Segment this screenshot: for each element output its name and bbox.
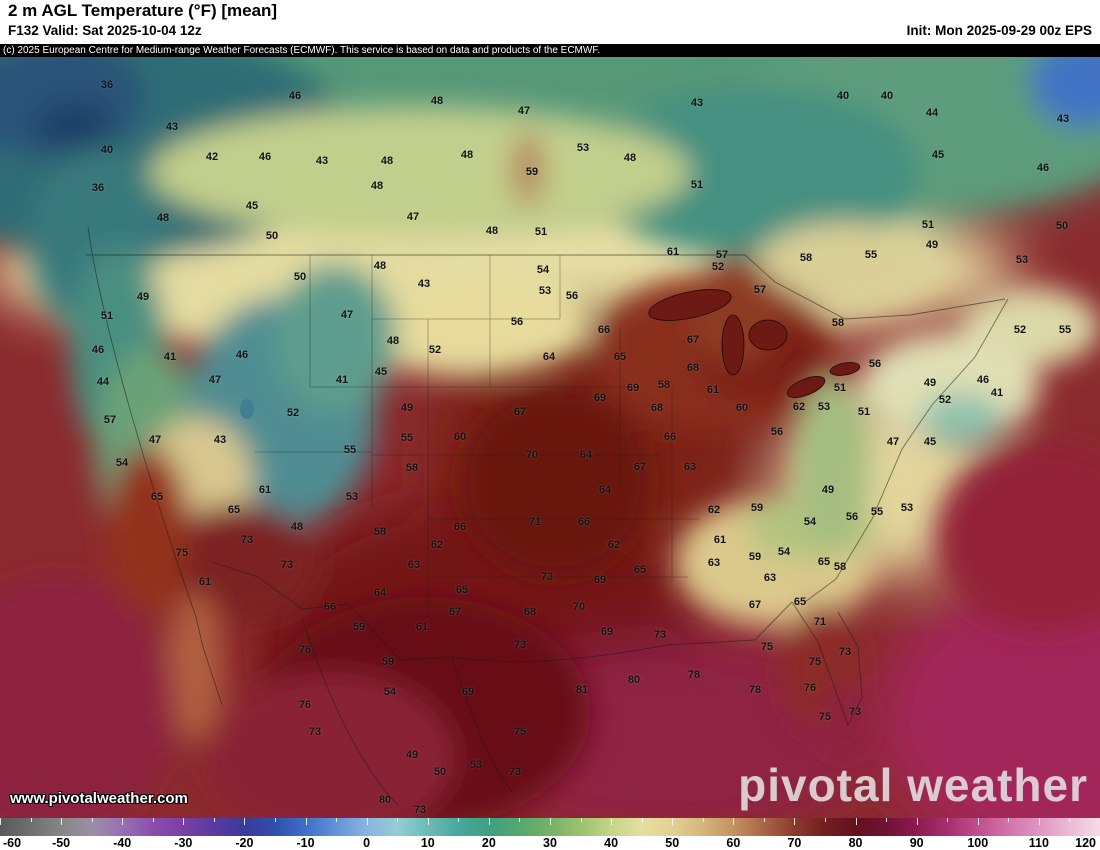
- colorbar-tick: [336, 818, 338, 822]
- colorbar-tick: [1008, 818, 1010, 822]
- colorbar-tick-label: 90: [909, 836, 924, 850]
- colorbar-tick: [886, 818, 888, 822]
- colorbar-tick: [947, 818, 949, 822]
- colorbar-tick: [91, 818, 93, 822]
- borders: [86, 226, 1009, 806]
- colorbar-tick: [305, 818, 307, 825]
- colorbar-tick: [550, 818, 551, 825]
- colorbar-tick: [366, 818, 368, 825]
- colorbar-tick: [672, 818, 674, 825]
- colorbar-tick: [61, 818, 63, 825]
- temperature-field-svg: [0, 57, 1100, 818]
- colorbar-tick-label: -60: [3, 836, 22, 850]
- init-time-label: Init: Mon 2025-09-29 00z EPS: [906, 23, 1092, 38]
- pivotal-weather-logo: pivotal weather: [738, 759, 1088, 811]
- colorbar-tick: [30, 818, 32, 822]
- map-header: 2 m AGL Temperature (°F) [mean] F132 Val…: [0, 0, 1100, 44]
- colorbar-tick-label: -50: [52, 836, 71, 850]
- colorbar-tick-label: 110: [1028, 836, 1049, 850]
- colorbar-tick: [427, 818, 429, 825]
- colorbar-tick: [397, 818, 399, 822]
- colorbar-tick-label: 60: [726, 836, 741, 850]
- colorbar-tick: [152, 818, 154, 822]
- state-lines: [255, 255, 700, 617]
- colorbar-tick: [1038, 818, 1040, 825]
- colorbar-tick: [183, 818, 185, 825]
- colorbar-tick-label: 30: [543, 836, 557, 850]
- colorbar-tick: [977, 818, 979, 825]
- colorbar-tick-label: 20: [481, 836, 496, 850]
- colorbar-tick-label: 100: [967, 836, 989, 850]
- colorbar-tick: [763, 818, 765, 822]
- colorbar-labels: -60 -50 -40 -30 -20 -10 0 10 20 30 40 50 60 70 80 90 100…: [0, 836, 1100, 850]
- page-title: 2 m AGL Temperature (°F) [mean]: [8, 1, 278, 20]
- colorbar-tick-label: 0: [363, 836, 371, 850]
- colorbar-tick: [733, 818, 735, 825]
- colorbar-tick: [611, 818, 613, 825]
- copyright-bar: (c) 2025 European Centre for Medium-rang…: [0, 44, 1100, 57]
- colorbar-tick: [702, 818, 704, 822]
- colorbar-tick-label: -10: [296, 836, 315, 850]
- temperature-colorbar: [0, 818, 1100, 836]
- temperature-blobs-medium: [0, 57, 1100, 818]
- valid-time-label: F132 Valid: Sat 2025-10-04 12z: [8, 23, 202, 38]
- colorbar-tick-label: -20: [235, 836, 254, 850]
- colorbar-tick: [855, 818, 857, 825]
- colorbar-tick: [488, 818, 490, 825]
- colorbar-tick: [825, 818, 826, 822]
- colorbar-tick: [213, 818, 215, 822]
- colorbar-tick: [580, 818, 582, 822]
- colorbar-tick-label: 120: [1075, 836, 1096, 850]
- lakes: [240, 289, 861, 419]
- colorbar-tick: [916, 818, 918, 825]
- colorbar-tick-label: 10: [420, 836, 435, 850]
- colorbar-tick-label: 80: [848, 836, 863, 850]
- colorbar-tick-label: 70: [787, 836, 802, 850]
- colorbar-tick-label: 40: [604, 836, 619, 850]
- colorbar-tick: [1069, 818, 1071, 822]
- colorbar-tick-label: -30: [174, 836, 193, 850]
- colorbar-tick: [122, 818, 124, 825]
- colorbar-tick: [519, 818, 521, 822]
- colorbar-tick: [0, 818, 1, 825]
- temperature-map: [0, 57, 1100, 818]
- watermark-url: www.pivotalweather.com: [10, 790, 188, 807]
- colorbar-tick: [458, 818, 460, 822]
- colorbar-tick: [275, 818, 276, 822]
- colorbar-tick-label: 50: [665, 836, 680, 850]
- colorbar-tick: [794, 818, 796, 825]
- colorbar-tick: [244, 818, 246, 825]
- colorbar-tick: [641, 818, 643, 822]
- colorbar-tick-label: -40: [113, 836, 132, 850]
